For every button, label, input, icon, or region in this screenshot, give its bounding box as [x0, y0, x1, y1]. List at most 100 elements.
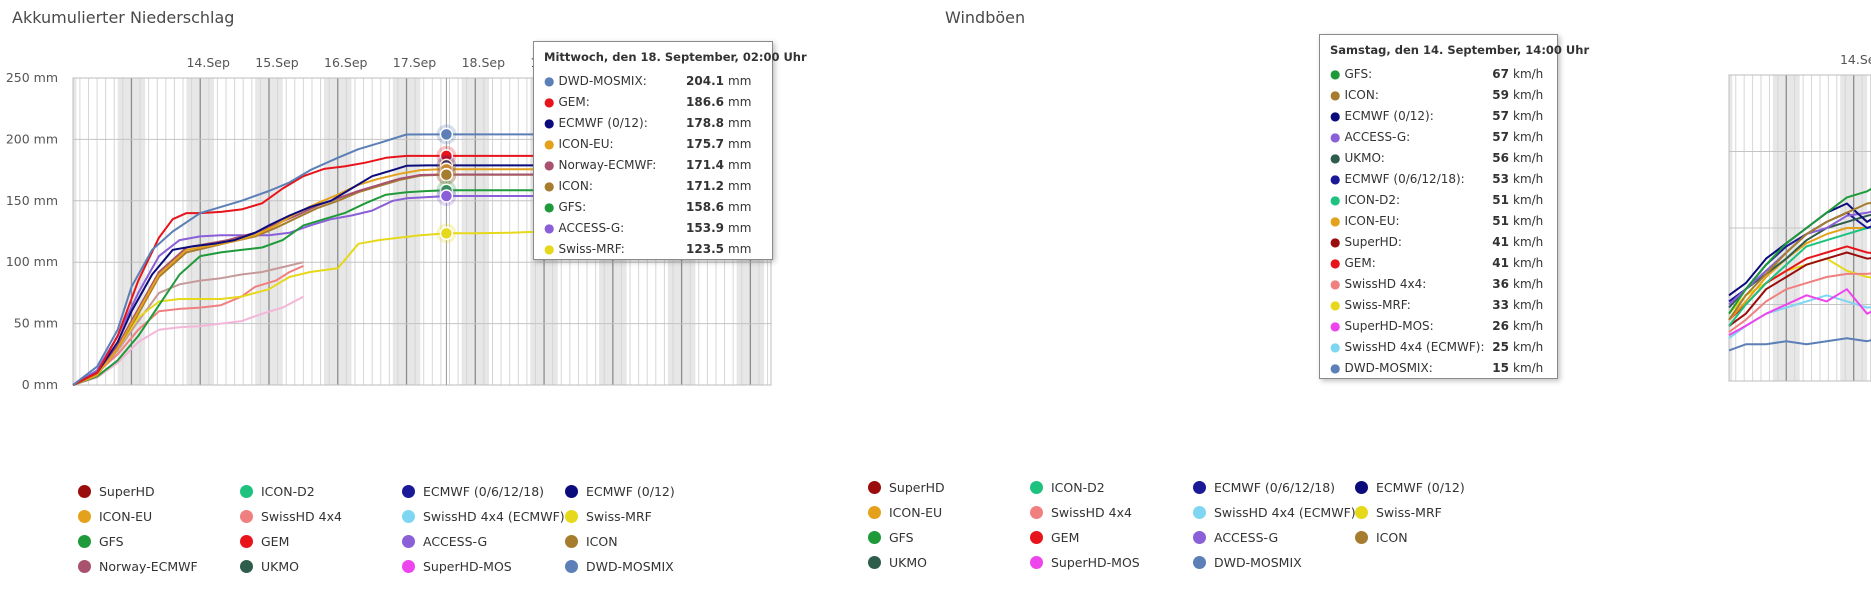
legend-item-access-g[interactable]: ACCESS-G: [1193, 528, 1278, 546]
tooltip-value: 186.6: [686, 94, 724, 109]
legend-item-ecmwf-0-12[interactable]: ECMWF (0/12): [1355, 478, 1465, 496]
legend-label: ICON-EU: [99, 508, 153, 524]
legend-item-icon-eu[interactable]: ICON-EU: [868, 503, 942, 521]
tooltip-value: 25: [1492, 339, 1509, 354]
tooltip-row: ● ICON: 59 km/h: [1320, 84, 1557, 105]
tooltip-unit: km/h: [1513, 213, 1544, 228]
legend-item-ecmwf-0-12[interactable]: ECMWF (0/12): [565, 482, 675, 500]
tooltip-bullet: ●: [1330, 360, 1341, 375]
legend-item-icon-d2[interactable]: ICON-D2: [1030, 478, 1105, 496]
legend-swatch: [402, 559, 415, 573]
tooltip-value: 53: [1492, 171, 1509, 186]
tooltip-bullet: ●: [544, 241, 555, 256]
legend-label: DWD-MOSMIX: [586, 558, 674, 574]
tooltip-series-name: ICON:: [558, 178, 593, 193]
tooltip-series-name: ICON-D2:: [1344, 192, 1401, 207]
legend-label: ECMWF (0/6/12/18): [1214, 479, 1336, 495]
tooltip-value: 51: [1492, 213, 1509, 228]
series-line-superhd-mos: [72, 295, 304, 386]
legend-item-gfs[interactable]: GFS: [78, 532, 124, 550]
legend-item-icon-eu[interactable]: ICON-EU: [78, 507, 152, 525]
legend-item-swisshd-4x4[interactable]: SwissHD 4x4: [240, 507, 342, 525]
legend-item-swisshd-4x4-ecmwf[interactable]: SwissHD 4x4 (ECMWF): [402, 507, 565, 525]
tooltip-row: ● GFS: 158.6 mm: [534, 196, 772, 217]
legend-label: Swiss-MRF: [1376, 504, 1442, 520]
legend-item-superhd-mos[interactable]: SuperHD-MOS: [402, 557, 512, 575]
y-tick-label: 200 mm: [6, 131, 58, 146]
x-tick-label: 18.Sep: [462, 55, 506, 70]
tooltip-row: ● GFS: 67 km/h: [1320, 63, 1557, 84]
tooltip-unit: km/h: [1513, 66, 1544, 81]
tooltip-value: 158.6: [686, 199, 724, 214]
tooltip-bullet: ●: [1330, 192, 1341, 207]
tooltip-bullet: ●: [544, 115, 555, 130]
legend-item-swisshd-4x4-ecmwf[interactable]: SwissHD 4x4 (ECMWF): [1193, 503, 1356, 521]
tooltip-bullet: ●: [1330, 297, 1341, 312]
tooltip-unit: mm: [728, 220, 752, 235]
series-line-superhd-mos: [1728, 288, 1871, 336]
wind-gust-plot-area[interactable]: 0 km/h25 km/h50 km/h75 km/h100 km/h14.Se…: [935, 0, 1871, 478]
legend-swatch: [868, 555, 881, 569]
x-tick-label: 16.Sep: [324, 55, 368, 70]
legend-item-swisshd-4x4[interactable]: SwissHD 4x4: [1030, 503, 1132, 521]
tooltip-series-name: Norway-ECMWF:: [558, 157, 657, 172]
legend-item-superhd-mos[interactable]: SuperHD-MOS: [1030, 553, 1140, 571]
legend-item-gem[interactable]: GEM: [1030, 528, 1079, 546]
tooltip-unit: mm: [728, 199, 752, 214]
tooltip-value: 171.4: [686, 157, 724, 172]
tooltip-row: ● ECMWF (0/12): 178.8 mm: [534, 112, 772, 133]
legend-item-gfs[interactable]: GFS: [868, 528, 914, 546]
legend-label: GEM: [1051, 529, 1080, 545]
legend-label: GEM: [261, 533, 290, 549]
legend-item-icon[interactable]: ICON: [1355, 528, 1408, 546]
legend-swatch: [402, 484, 415, 498]
legend-item-dwd-mosmix[interactable]: DWD-MOSMIX: [565, 557, 674, 575]
tooltip-value: 41: [1492, 255, 1509, 270]
tooltip-row: ● DWD-MOSMIX: 15 km/h: [1320, 357, 1557, 378]
legend-item-dwd-mosmix[interactable]: DWD-MOSMIX: [1193, 553, 1302, 571]
legend-item-norway-ecmwf[interactable]: Norway-ECMWF: [78, 557, 198, 575]
legend-item-ecmwf-0-6-12-18[interactable]: ECMWF (0/6/12/18): [402, 482, 544, 500]
legend-item-ecmwf-0-6-12-18[interactable]: ECMWF (0/6/12/18): [1193, 478, 1335, 496]
series-line-superhd: [1728, 251, 1871, 327]
legend-swatch: [565, 484, 578, 498]
legend-item-swiss-mrf[interactable]: Swiss-MRF: [565, 507, 652, 525]
hover-marker-icon: [439, 168, 454, 182]
tooltip-bullet: ●: [1330, 339, 1341, 354]
y-tick-label: 50 mm: [14, 316, 58, 331]
tooltip-unit: km/h: [1513, 108, 1544, 123]
legend-label: ICON-D2: [1051, 479, 1105, 495]
legend-item-icon[interactable]: ICON: [565, 532, 618, 550]
x-tick-label: 15.Sep: [255, 55, 299, 70]
legend-swatch: [1030, 480, 1043, 494]
tooltip-value: 41: [1492, 234, 1509, 249]
tooltip-row: ● Norway-ECMWF: 171.4 mm: [534, 154, 772, 175]
precipitation-plot-area[interactable]: 0 mm 50 mm 100 mm 150 mm 200 mm 250 mm 14.Sep 1…: [0, 0, 935, 478]
legend-item-ukmo[interactable]: UKMO: [240, 557, 299, 575]
tooltip-bullet: ●: [1330, 276, 1341, 291]
legend-item-access-g[interactable]: ACCESS-G: [402, 532, 487, 550]
legend-label: SuperHD-MOS: [1051, 554, 1140, 570]
y-tick-label: 250 mm: [6, 70, 58, 85]
tooltip-row: ● GEM: 186.6 mm: [534, 91, 772, 112]
legend-item-gem[interactable]: GEM: [240, 532, 289, 550]
chart-title: Akkumulierter Niederschlag: [12, 8, 235, 27]
tooltip-value: 33: [1492, 297, 1509, 312]
legend-item-icon-d2[interactable]: ICON-D2: [240, 482, 315, 500]
plot-border: [1728, 74, 1871, 382]
legend-swatch: [240, 534, 253, 548]
legend-item-superhd[interactable]: SuperHD: [78, 482, 155, 500]
tooltip-row: ● ECMWF (0/6/12/18): 53 km/h: [1320, 168, 1557, 189]
tooltip-value: 36: [1492, 276, 1509, 291]
legend-swatch: [1355, 530, 1368, 544]
legend-item-ukmo[interactable]: UKMO: [868, 553, 927, 571]
legend-swatch: [402, 509, 415, 523]
y-tick-label: 100 mm: [6, 254, 58, 269]
legend-label: ICON: [586, 533, 618, 549]
legend-swatch: [78, 484, 91, 498]
tooltip-series-name: ECMWF (0/12):: [558, 115, 648, 130]
legend-item-superhd[interactable]: SuperHD: [868, 478, 945, 496]
legend-item-swiss-mrf[interactable]: Swiss-MRF: [1355, 503, 1442, 521]
legend-swatch: [1030, 555, 1043, 569]
tooltip-row: ● ACCESS-G: 153.9 mm: [534, 217, 772, 238]
